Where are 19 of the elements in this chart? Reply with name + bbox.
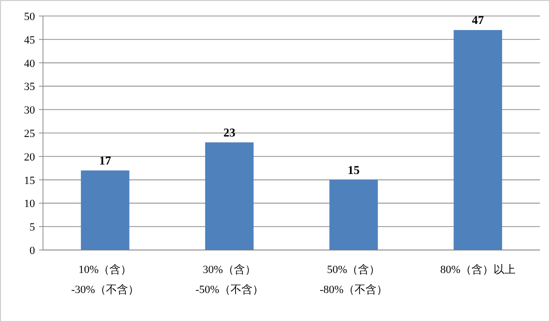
y-tick-label: 5 — [30, 222, 36, 234]
x-tick-label: 30%（含） -50%（不含） — [195, 263, 264, 296]
y-tick-label: 35 — [24, 81, 36, 94]
y-tick-label: 50 — [24, 11, 36, 23]
x-tick-label: 80%（含）以上 — [440, 263, 516, 276]
data-label: 47 — [472, 13, 484, 28]
x-tick-label: 10%（含） -30%（不含） — [71, 263, 140, 296]
data-label: 23 — [223, 125, 236, 140]
y-tick-label: 20 — [24, 151, 36, 164]
x-tick-label: 50%（含） -80%（不含） — [320, 263, 388, 296]
data-label: 17 — [99, 153, 112, 168]
data-label: 15 — [348, 162, 360, 177]
y-tick-label: 25 — [24, 128, 36, 140]
y-tick-label: 0 — [30, 245, 36, 257]
y-tick-label: 10 — [24, 198, 36, 210]
y-tick-label: 30 — [24, 104, 36, 117]
y-tick-label: 15 — [24, 174, 36, 187]
y-tick-label: 45 — [24, 34, 36, 46]
y-tick-label: 40 — [24, 58, 36, 70]
